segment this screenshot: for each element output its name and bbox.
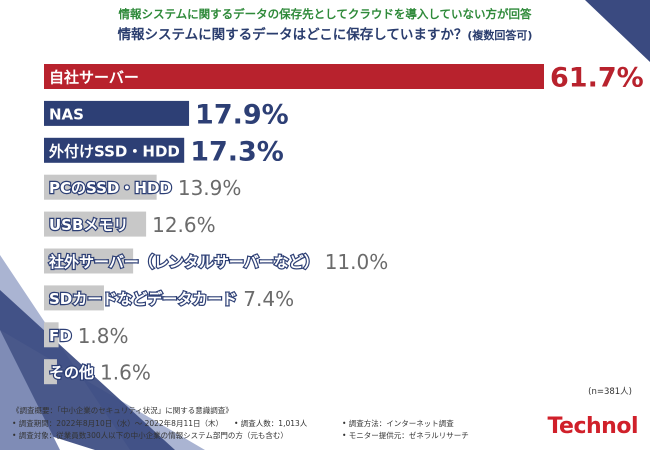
value-label: 17.9% (195, 99, 289, 130)
chart-title-note: (複数回答可) (467, 29, 533, 42)
survey-period: • 調査期間：2022年8月10日（水）～ 2022年8月11日（木） (12, 418, 223, 428)
category-label: 社外サーバー（レンタルサーバーなど） (48, 253, 319, 271)
value-label: 11.0% (325, 250, 389, 274)
value-label: 61.7% (550, 63, 644, 94)
bar (44, 322, 59, 348)
category-label: NAS (49, 105, 84, 123)
category-label: PCのSSD・HDD (49, 179, 172, 197)
value-label: 13.9% (178, 176, 242, 200)
chart-subtitle: 情報システムに関するデータの保存先としてクラウドを導入していない方が回答 (118, 7, 532, 21)
chart-header: 情報システムに関するデータの保存先としてクラウドを導入していない方が回答 情報シ… (0, 6, 650, 46)
chart-title-text: 情報システムに関するデータはどこに保存していますか？ (117, 27, 468, 43)
chart-title: 情報システムに関するデータはどこに保存していますか？(複数回答可) (0, 25, 650, 46)
bar (44, 137, 185, 163)
bar (44, 100, 190, 126)
value-label: 7.4% (243, 287, 294, 311)
value-label: 1.8% (78, 324, 129, 348)
value-label: 12.6% (152, 213, 216, 237)
left-stripe-dark (0, 290, 175, 450)
category-label: USBメモリ (49, 216, 128, 234)
bar (44, 64, 544, 89)
sample-size-note: (n=381人) (588, 387, 632, 397)
bar (44, 174, 157, 200)
category-label: FD (49, 327, 72, 345)
category-label: 自社サーバー (49, 69, 139, 87)
bar (44, 211, 147, 237)
survey-outline: 《調査概要：「中小企業のセキュリティ状況」に関する意識調査》 (12, 406, 233, 415)
survey-target: • 調査対象：従業員数300人以下の中小企業の情報システム部門の方（元も含む） (12, 431, 288, 440)
category-label: 外付けSSD・HDD (48, 142, 180, 160)
top-right-triangle (585, 0, 650, 62)
survey-provider: • モニター提供元：ゼネラルリサーチ (342, 431, 469, 440)
bar (44, 359, 57, 385)
category-label: その他 (49, 364, 94, 382)
bar (44, 248, 134, 274)
survey-method: • 調査方法：インターネット調査 (342, 418, 454, 428)
left-stripe-mid (0, 330, 60, 450)
technol-logo: Technol (547, 414, 638, 439)
bar (44, 285, 104, 311)
value-label: 17.3% (190, 136, 284, 167)
survey-respondents: • 調査人数：1,013人 (234, 418, 308, 428)
category-label: SDカードなどデータカード (49, 290, 237, 308)
value-label: 1.6% (100, 361, 151, 385)
